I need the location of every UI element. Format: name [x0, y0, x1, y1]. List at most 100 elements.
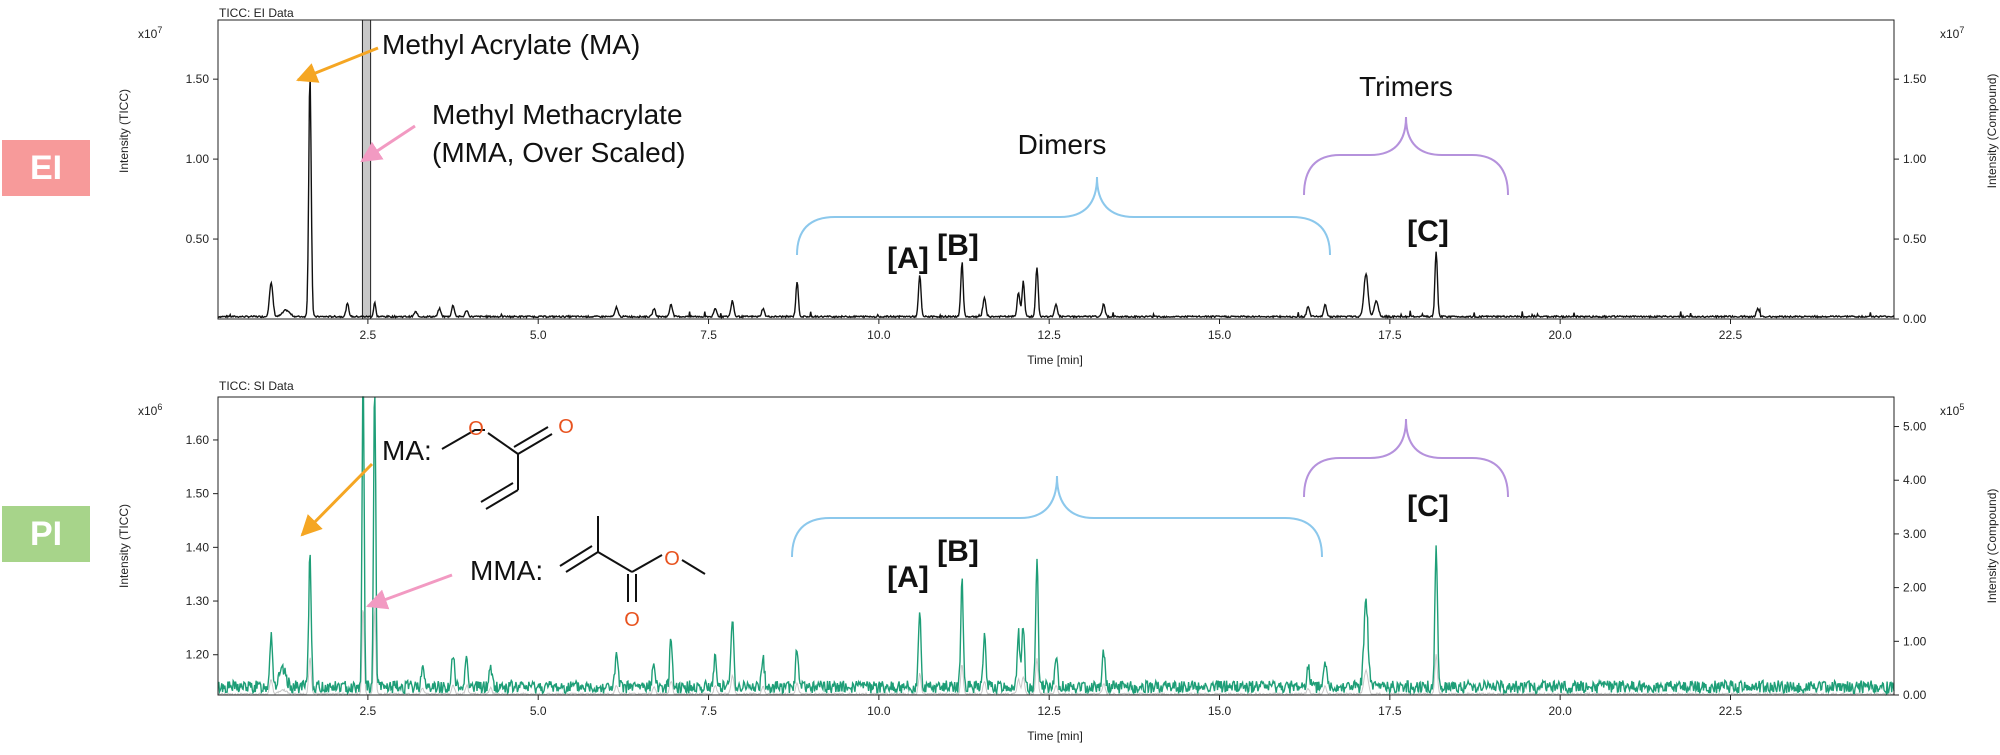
ei-trimers-brace — [1303, 116, 1509, 196]
pi-peak-label-b: [B] — [937, 535, 979, 568]
pi-x-tick-label: 15.0 — [1208, 704, 1232, 718]
ei-right-y-ticks: 0.00 0.50 1.00 1.50 — [1894, 72, 1927, 326]
ei-right-y-tick-label: 1.50 — [1903, 72, 1927, 86]
pi-right-multiplier: x105 — [1940, 402, 1964, 418]
mma-c-c-bond — [597, 551, 633, 573]
mma-overscaled-band — [361, 19, 372, 320]
pi-left-axis-title: Intensity (TICC) — [117, 504, 131, 588]
ei-left-axis-title: Intensity (TICC) — [117, 89, 131, 173]
ma-o-c-bond — [487, 432, 519, 455]
ma-double-bond-2 — [480, 482, 514, 503]
pi-plot-frame — [217, 396, 1895, 696]
ma-double-bond-1 — [485, 489, 519, 510]
ei-left-y-tick-label: 0.50 — [186, 232, 210, 246]
ei-ticc-trace — [217, 77, 1895, 320]
pi-left-y-tick-label: 1.50 — [186, 487, 210, 501]
methyl-methacrylate-structure: O O — [559, 516, 706, 631]
ma-ester-oxygen: O — [468, 418, 484, 440]
ei-left-y-tick-label: 1.00 — [186, 152, 210, 166]
ei-x-tick-label: 15.0 — [1208, 328, 1232, 342]
pi-x-tick-label: 20.0 — [1548, 704, 1572, 718]
pi-ma-label: MA: — [382, 435, 432, 466]
pi-left-y-ticks: 1.20 1.30 1.40 1.50 1.60 — [186, 433, 218, 662]
pi-mode-badge: PI — [2, 506, 90, 562]
ei-ma-label: Methyl Acrylate (MA) — [382, 29, 640, 60]
trimers-label: Trimers — [1359, 71, 1453, 102]
pi-right-y-tick-label: 5.00 — [1903, 420, 1927, 434]
ei-x-tick-label: 20.0 — [1548, 328, 1572, 342]
pi-chart-panel: TICC: SI Data x106 x105 Intensity (TICC)… — [117, 379, 1999, 743]
ei-right-axis-title: Intensity (Compound) — [1985, 74, 1999, 189]
pi-left-y-tick-label: 1.60 — [186, 433, 210, 447]
pi-dimers-brace — [791, 475, 1323, 558]
ei-right-y-tick-label: 0.50 — [1903, 232, 1927, 246]
pi-right-y-ticks: 0.00 1.00 2.00 3.00 4.00 5.00 — [1894, 420, 1927, 702]
mma-methoxy-bond — [681, 559, 706, 575]
pi-background-trace — [217, 607, 1895, 697]
mma-double-bond-2 — [559, 545, 593, 567]
mma-ester-oxygen: O — [664, 548, 680, 570]
ei-right-multiplier: x107 — [1940, 25, 1964, 41]
pi-x-ticks: 2.5 5.0 7.5 10.0 12.5 15.0 17.5 20.0 22.5 — [360, 695, 1743, 718]
pi-x-tick-label: 12.5 — [1038, 704, 1062, 718]
ei-peak-label-c: [C] — [1407, 215, 1449, 248]
ei-mma-arrow — [360, 124, 416, 163]
ei-right-y-tick-label: 1.00 — [1903, 152, 1927, 166]
pi-left-y-tick-label: 1.20 — [186, 648, 210, 662]
pi-right-y-tick-label: 0.00 — [1903, 688, 1927, 702]
ei-mode-badge: EI — [2, 140, 90, 196]
pi-left-y-tick-label: 1.30 — [186, 594, 210, 608]
ei-x-axis-title: Time [min] — [1027, 353, 1083, 367]
pi-right-y-tick-label: 1.00 — [1903, 634, 1927, 648]
ei-peak-label-b: [B] — [937, 229, 979, 262]
ei-mma-label-line2: (MMA, Over Scaled) — [432, 137, 686, 168]
ei-plot-frame — [217, 19, 1895, 320]
mma-c-o-bond — [631, 554, 663, 573]
ei-ma-arrow — [296, 46, 379, 83]
pi-right-axis-title: Intensity (Compound) — [1985, 489, 1999, 604]
pi-mma-arrow — [366, 573, 453, 610]
ei-x-tick-label: 12.5 — [1038, 328, 1062, 342]
pi-left-multiplier: x106 — [138, 402, 162, 418]
ma-carbonyl-bond-1 — [517, 433, 553, 455]
ei-x-tick-label: 22.5 — [1719, 328, 1743, 342]
ei-left-y-ticks: 0.50 1.00 1.50 — [186, 72, 218, 246]
ei-mma-label-line1: Methyl Methacrylate — [432, 99, 683, 130]
ei-chart-panel: TICC: EI Data x107 x107 Intensity (TICC)… — [117, 6, 1999, 367]
pi-x-tick-label: 10.0 — [867, 704, 891, 718]
ei-x-tick-label: 17.5 — [1378, 328, 1402, 342]
pi-panel-title: TICC: SI Data — [219, 379, 294, 393]
ei-right-y-tick-label: 0.00 — [1903, 312, 1927, 326]
pi-x-axis-title: Time [min] — [1027, 729, 1083, 743]
mma-carbonyl-oxygen: O — [624, 609, 640, 631]
ma-methyl-bond — [441, 429, 485, 450]
ei-x-tick-label: 10.0 — [867, 328, 891, 342]
ei-left-y-tick-label: 1.50 — [186, 72, 210, 86]
pi-x-tick-label: 22.5 — [1719, 704, 1743, 718]
ei-x-ticks: 2.5 5.0 7.5 10.0 12.5 15.0 17.5 20.0 22.5 — [360, 319, 1743, 342]
ei-dimers-brace — [796, 176, 1331, 256]
pi-mma-label: MMA: — [470, 555, 543, 586]
ma-carbonyl-bond-2 — [513, 426, 549, 448]
pi-peak-label-c: [C] — [1407, 490, 1449, 523]
dimers-label: Dimers — [1018, 129, 1107, 160]
methyl-acrylate-structure: O O — [441, 416, 574, 510]
ma-carbonyl-oxygen: O — [558, 416, 574, 438]
ei-peak-label-a: [A] — [887, 242, 929, 275]
pi-ticc-trace — [217, 396, 1895, 696]
ei-x-tick-label: 5.0 — [530, 328, 547, 342]
pi-ma-arrow — [300, 462, 374, 537]
ei-x-tick-label: 7.5 — [700, 328, 717, 342]
pi-x-tick-label: 5.0 — [530, 704, 547, 718]
pi-trimers-brace — [1303, 418, 1509, 498]
pi-peak-label-a: [A] — [887, 561, 929, 594]
ei-panel-title: TICC: EI Data — [219, 6, 294, 20]
ei-x-tick-label: 2.5 — [360, 328, 377, 342]
pi-left-y-tick-label: 1.40 — [186, 540, 210, 554]
mma-double-bond-1 — [565, 551, 599, 573]
pi-right-y-tick-label: 2.00 — [1903, 581, 1927, 595]
ei-left-multiplier: x107 — [138, 25, 162, 41]
pi-x-tick-label: 17.5 — [1378, 704, 1402, 718]
pi-x-tick-label: 7.5 — [700, 704, 717, 718]
